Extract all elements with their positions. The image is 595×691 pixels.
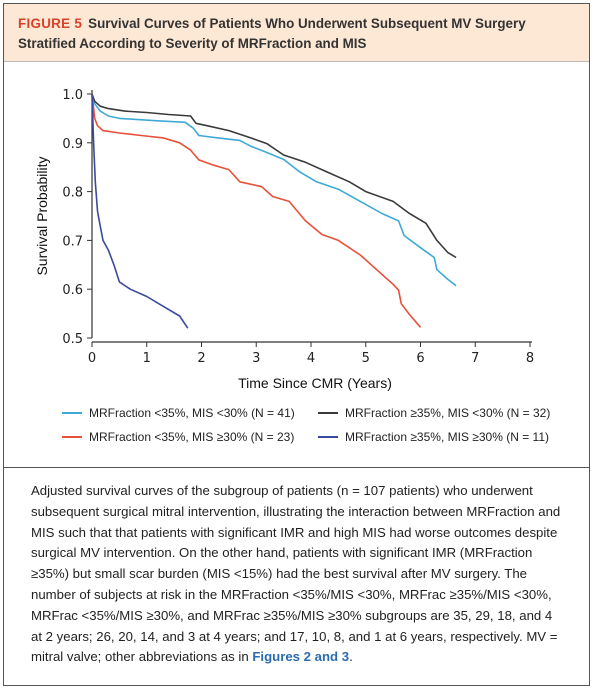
figure-label: FIGURE 5 (18, 16, 83, 31)
x-tick-label: 1 (143, 351, 151, 366)
series-line-1 (91, 93, 457, 287)
x-axis-title: Time Since CMR (Years) (238, 375, 392, 391)
series-line-2 (91, 93, 457, 259)
y-axis-title: Survival Probability (34, 156, 50, 275)
figure-panel: FIGURE 5 Survival Curves of Patients Who … (3, 3, 590, 686)
figure-header: FIGURE 5 Survival Curves of Patients Who … (4, 4, 589, 62)
legend-label: MRFraction <35%, MIS ≥30% (N = 23) (89, 430, 294, 444)
survival-chart: 0.5 0.6 0.7 0.8 0.9 1.0 0 1 2 3 4 5 6 7 8 Time Since CM… (34, 88, 550, 444)
chart-axes: 0.5 0.6 0.7 0.8 0.9 1.0 0 1 2 3 4 5 6 7 8 Time Since CM… (34, 88, 534, 391)
y-tick-label: 0.7 (62, 234, 83, 249)
caption-end: . (349, 649, 353, 665)
x-tick-label: 6 (416, 351, 424, 366)
y-tick-label: 0.8 (62, 186, 83, 201)
x-tick-label: 4 (307, 351, 315, 366)
chart-series-lines (91, 93, 457, 329)
y-tick-label: 1.0 (62, 88, 83, 103)
x-tick-label: 7 (471, 351, 479, 366)
y-tick-label: 0.9 (62, 137, 83, 152)
figure-caption: Adjusted survival curves of the subgroup… (31, 481, 566, 668)
x-tick-label: 0 (88, 351, 96, 366)
caption-divider (4, 467, 589, 468)
x-tick-label: 2 (197, 351, 205, 366)
y-tick-label: 0.6 (62, 283, 83, 298)
x-tick-label: 5 (362, 351, 370, 366)
legend-label: MRFraction ≥35%, MIS <30% (N = 32) (345, 406, 550, 420)
figure-title: Survival Curves of Patients Who Underwen… (18, 16, 526, 51)
caption-text: Adjusted survival curves of the subgroup… (31, 483, 561, 665)
chart-legend: MRFraction <35%, MIS <30% (N = 41) MRFrac… (62, 406, 550, 444)
legend-label: MRFraction <35%, MIS <30% (N = 41) (89, 406, 295, 420)
x-tick-label: 3 (252, 351, 260, 366)
legend-label: MRFraction ≥35%, MIS ≥30% (N = 11) (345, 430, 549, 444)
figure-title-block: FIGURE 5 Survival Curves of Patients Who … (18, 14, 578, 54)
y-tick-label: 0.5 (62, 332, 83, 347)
series-line-4 (91, 93, 189, 329)
series-line-3 (91, 93, 422, 328)
x-tick-label: 8 (526, 351, 534, 366)
caption-figure-link[interactable]: Figures 2 and 3 (252, 649, 350, 665)
